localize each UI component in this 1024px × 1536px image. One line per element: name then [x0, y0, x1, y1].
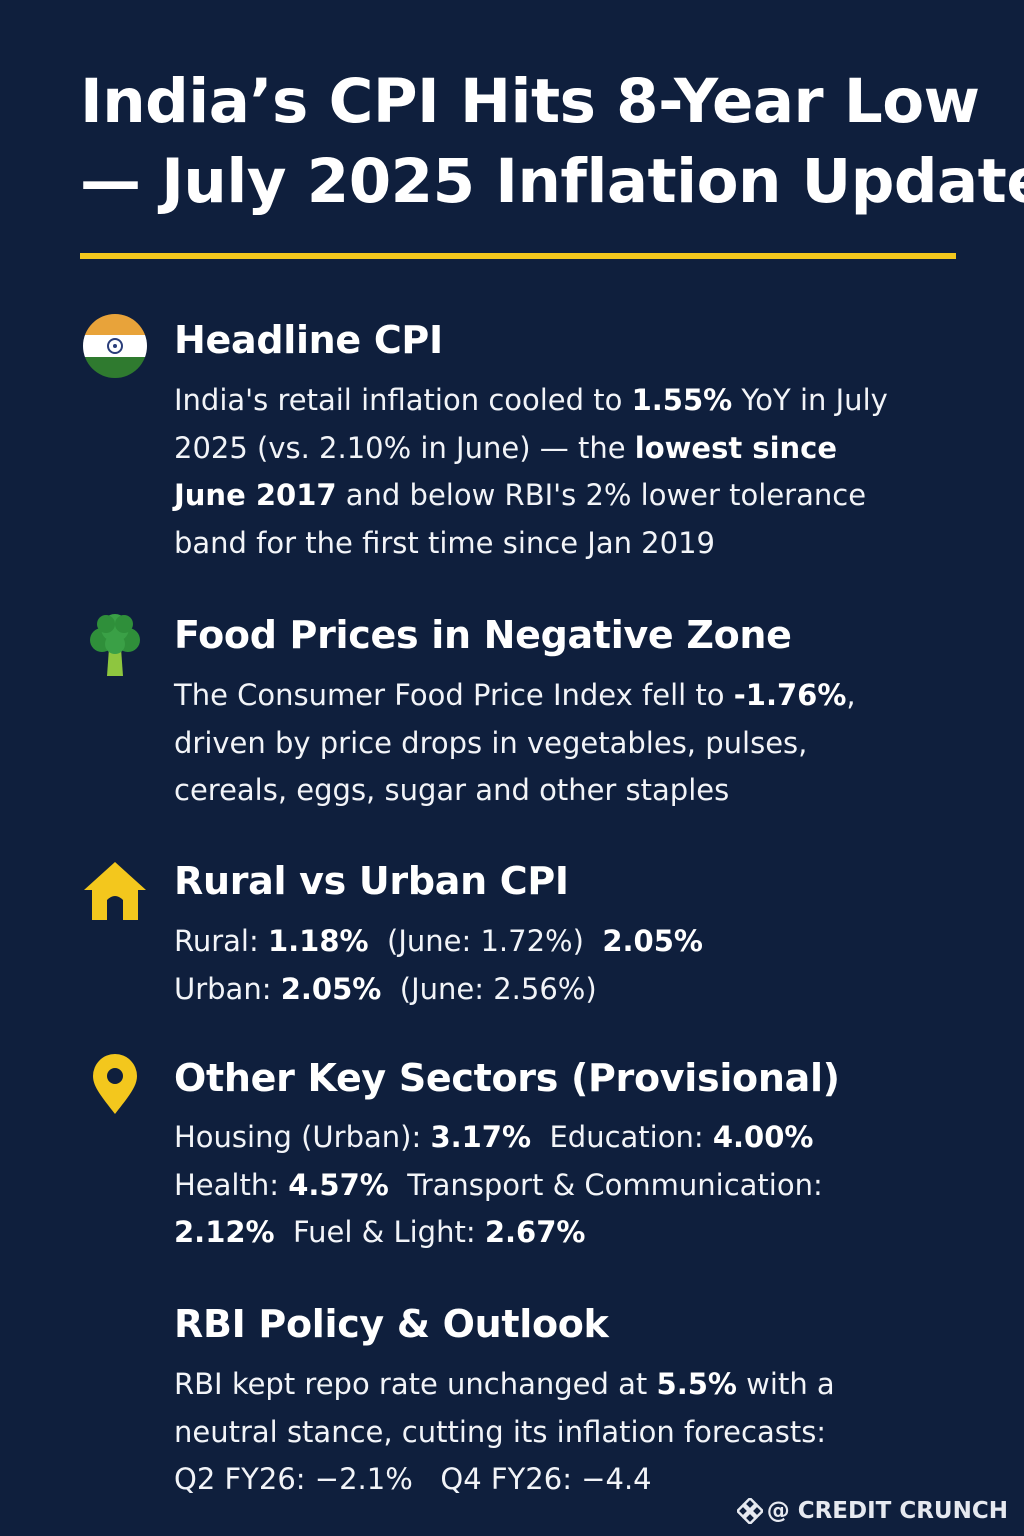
- binance-logo-icon: [736, 1498, 763, 1524]
- title-line-1: India’s CPI Hits 8-Year Low: [80, 66, 980, 137]
- section-body-sectors: Housing (Urban): 3.17% Education: 4.00% …: [174, 1120, 823, 1249]
- watermark: @ CREDIT CRUNCH: [736, 1498, 1008, 1524]
- section-heading-sectors: Other Key Sectors (Provisional): [174, 1056, 840, 1100]
- location-pin-icon: [93, 1054, 137, 1114]
- section-body-rbi: RBI kept repo rate unchanged at 5.5% wit…: [174, 1367, 835, 1496]
- section-heading-rural-urban: Rural vs Urban CPI: [174, 859, 569, 903]
- page-title: India’s CPI Hits 8-Year Low — July 2025 …: [80, 62, 1024, 222]
- section-body-food: The Consumer Food Price Index fell to -1…: [174, 678, 856, 807]
- house-icon: [84, 862, 146, 920]
- title-divider: [80, 253, 956, 259]
- section-heading-food: Food Prices in Negative Zone: [174, 613, 792, 657]
- watermark-text: @ CREDIT CRUNCH: [766, 1498, 1008, 1524]
- india-flag-icon: [83, 314, 147, 378]
- section-heading-rbi: RBI Policy & Outlook: [174, 1302, 609, 1346]
- section-heading-headline: Headline CPI: [174, 318, 443, 362]
- title-line-2: — July 2025 Inflation Update: [80, 146, 1024, 217]
- section-body-headline: India's retail inflation cooled to 1.55%…: [174, 383, 888, 560]
- broccoli-icon: [90, 614, 140, 676]
- section-body-rural-urban: Rural: 1.18% (June: 1.72%) 2.05% Urban: …: [174, 924, 703, 1006]
